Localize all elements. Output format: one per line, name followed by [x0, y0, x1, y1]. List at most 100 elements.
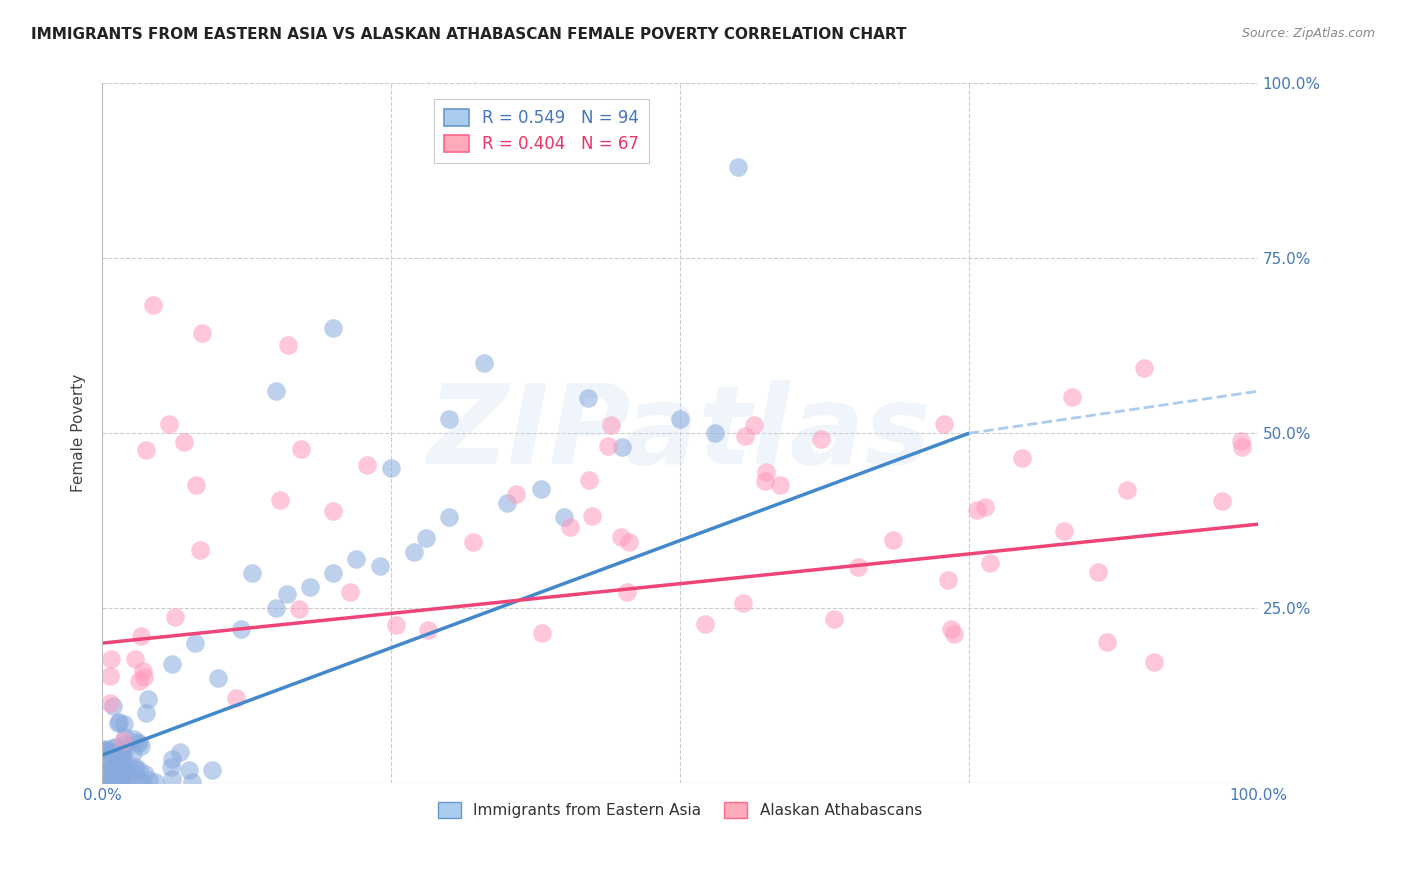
Point — [111, 773, 134, 788]
Point — [1097, 634, 1119, 648]
Point — [846, 560, 869, 574]
Point — [98, 696, 121, 710]
Point — [108, 748, 131, 763]
Point — [112, 754, 135, 768]
Point — [93, 768, 115, 782]
Point — [188, 542, 211, 557]
Point — [1115, 483, 1137, 497]
Point — [124, 762, 146, 776]
Point — [157, 417, 180, 432]
Point — [128, 763, 150, 777]
Point — [1230, 441, 1253, 455]
Point — [101, 698, 124, 713]
Point — [165, 610, 187, 624]
Point — [617, 535, 640, 549]
Point — [93, 742, 115, 756]
Point — [91, 742, 114, 756]
Point — [385, 618, 408, 632]
Point — [118, 760, 141, 774]
Point — [463, 535, 485, 549]
Point — [882, 533, 904, 547]
Point — [277, 338, 299, 352]
Point — [966, 503, 988, 517]
Point — [134, 670, 156, 684]
Point — [114, 738, 136, 752]
Point — [1132, 360, 1154, 375]
Point — [703, 426, 725, 441]
Point — [934, 417, 956, 431]
Point — [346, 552, 368, 566]
Point — [169, 745, 191, 759]
Point — [128, 736, 150, 750]
Point — [264, 384, 287, 399]
Point — [97, 756, 120, 771]
Point — [135, 442, 157, 457]
Point — [100, 763, 122, 777]
Point — [122, 746, 145, 760]
Point — [107, 773, 129, 788]
Point — [943, 627, 966, 641]
Point — [530, 482, 553, 496]
Point — [108, 764, 131, 778]
Point — [242, 566, 264, 581]
Point — [122, 732, 145, 747]
Point — [380, 461, 402, 475]
Point — [108, 764, 131, 779]
Text: ZIPatlas: ZIPatlas — [429, 380, 932, 487]
Point — [111, 742, 134, 756]
Point — [368, 559, 391, 574]
Point — [112, 717, 135, 731]
Point — [1053, 524, 1076, 538]
Point — [734, 429, 756, 443]
Point — [742, 417, 765, 432]
Point — [104, 754, 127, 768]
Point — [129, 739, 152, 753]
Point — [160, 752, 183, 766]
Point — [339, 585, 361, 599]
Point — [755, 465, 778, 479]
Point — [110, 772, 132, 787]
Point — [505, 487, 527, 501]
Point — [669, 412, 692, 426]
Point — [93, 771, 115, 785]
Point — [322, 504, 344, 518]
Point — [107, 716, 129, 731]
Point — [288, 602, 311, 616]
Point — [530, 626, 553, 640]
Point — [128, 674, 150, 689]
Point — [207, 671, 229, 685]
Point — [97, 763, 120, 777]
Point — [695, 617, 717, 632]
Point — [578, 473, 600, 487]
Point — [100, 756, 122, 771]
Point — [437, 510, 460, 524]
Point — [108, 715, 131, 730]
Point — [225, 690, 247, 705]
Point — [183, 636, 205, 650]
Point — [105, 767, 128, 781]
Point — [127, 772, 149, 786]
Point — [96, 742, 118, 756]
Point — [290, 442, 312, 456]
Point — [98, 764, 121, 779]
Point — [276, 587, 298, 601]
Point — [322, 566, 344, 581]
Point — [727, 161, 749, 175]
Point — [437, 412, 460, 426]
Point — [558, 520, 581, 534]
Point — [173, 435, 195, 450]
Point — [769, 478, 792, 492]
Point — [495, 496, 517, 510]
Point — [94, 758, 117, 772]
Point — [129, 628, 152, 642]
Point — [177, 763, 200, 777]
Point — [143, 774, 166, 789]
Point — [159, 760, 181, 774]
Point — [201, 763, 224, 777]
Point — [823, 612, 845, 626]
Point — [101, 740, 124, 755]
Point — [104, 739, 127, 754]
Point — [112, 744, 135, 758]
Point — [404, 545, 426, 559]
Point — [1143, 655, 1166, 669]
